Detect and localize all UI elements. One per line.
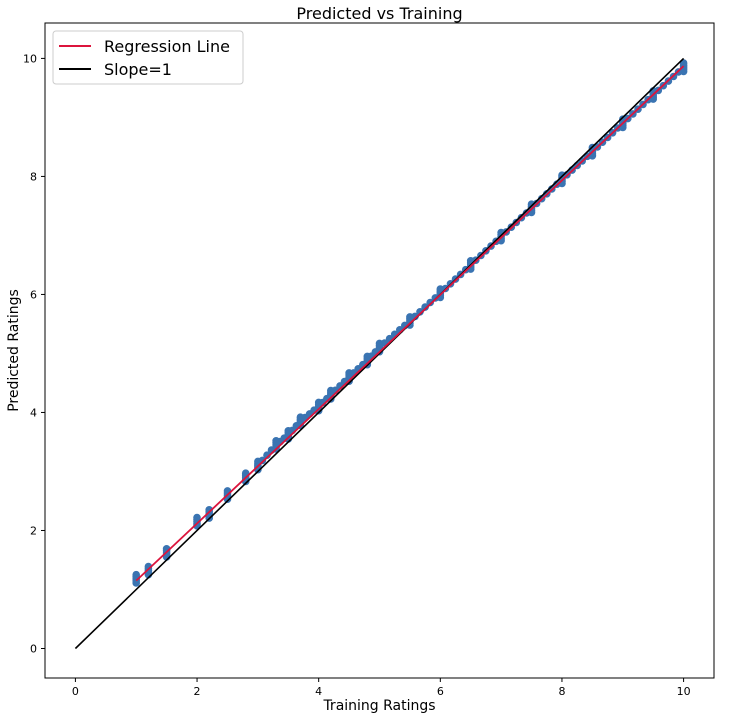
x-tick-label: 2 bbox=[194, 685, 201, 698]
scatter-point bbox=[411, 312, 419, 321]
x-axis-title: Training Ratings bbox=[322, 698, 435, 714]
scatter-point bbox=[421, 303, 429, 311]
scatter-point bbox=[132, 570, 140, 579]
y-axis-title: Predicted Ratings bbox=[6, 289, 22, 412]
x-tick-label: 4 bbox=[315, 685, 322, 698]
x-tick-label: 6 bbox=[437, 685, 444, 698]
y-tick-label: 6 bbox=[30, 288, 37, 301]
y-tick-label: 10 bbox=[23, 52, 37, 65]
scatter-point bbox=[431, 294, 440, 302]
y-tick-label: 0 bbox=[30, 642, 37, 655]
y-tick-label: 8 bbox=[30, 170, 37, 183]
x-tick-label: 10 bbox=[677, 685, 691, 698]
plot-frame bbox=[44, 22, 715, 679]
slope-1-line bbox=[74, 57, 685, 650]
scatter-point bbox=[205, 506, 213, 514]
legend-label-regression-line: Regression Line bbox=[104, 37, 230, 56]
legend-box bbox=[52, 30, 244, 85]
x-tick-label: 0 bbox=[72, 685, 79, 698]
chart-title: Predicted vs Training bbox=[296, 4, 462, 23]
legend: Regression Line Slope=1 bbox=[52, 30, 244, 85]
y-tick-label: 2 bbox=[30, 524, 37, 537]
legend-label-slope-line: Slope=1 bbox=[104, 60, 172, 79]
lines-layer bbox=[74, 57, 685, 650]
scatter-point bbox=[258, 456, 267, 465]
y-tick-label: 4 bbox=[30, 406, 37, 419]
scatter-point bbox=[193, 513, 201, 522]
regression-line bbox=[135, 65, 685, 582]
x-tick-label: 8 bbox=[558, 685, 565, 698]
ticks-layer: 0 2 4 6 8 10 0 2 4 6 8 10 bbox=[23, 52, 691, 698]
scatter-point bbox=[416, 308, 424, 316]
scatter-point bbox=[426, 298, 435, 307]
